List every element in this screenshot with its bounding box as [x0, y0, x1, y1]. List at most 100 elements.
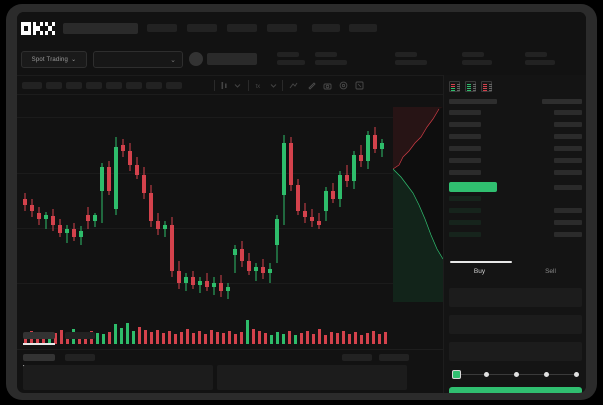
- candlestick: [345, 95, 349, 349]
- slider-stop-100[interactable]: [574, 372, 579, 377]
- stat-label-placeholder: [462, 52, 484, 57]
- orderbook-bids-icon[interactable]: [465, 81, 476, 92]
- timeframe-button-placeholder[interactable]: [146, 82, 162, 89]
- orderbook-amount-placeholder[interactable]: [554, 146, 582, 151]
- nav-item-placeholder[interactable]: [227, 24, 257, 32]
- pencil-icon[interactable]: [307, 81, 316, 90]
- volume-bar: [258, 331, 261, 344]
- candle-body: [366, 135, 370, 161]
- depth-chart[interactable]: [393, 107, 443, 302]
- orderbook-price-placeholder[interactable]: [449, 232, 481, 237]
- orderbook-asks-icon[interactable]: [481, 81, 492, 92]
- volume-bar: [120, 328, 123, 344]
- orderbook-amount-placeholder[interactable]: [554, 134, 582, 139]
- candle-body: [268, 269, 272, 273]
- chart-tab-placeholder[interactable]: [65, 332, 95, 339]
- orderbook-both-icon[interactable]: [449, 81, 460, 92]
- total-input[interactable]: [449, 342, 582, 361]
- candlestick: [86, 95, 90, 349]
- header-search-placeholder[interactable]: [63, 23, 138, 34]
- slider-stop-75[interactable]: [544, 372, 549, 377]
- timeframe-button-placeholder[interactable]: [66, 82, 82, 89]
- okx-logo[interactable]: [21, 22, 56, 35]
- timeframe-button-placeholder[interactable]: [126, 82, 142, 89]
- last-price-placeholder: [207, 53, 257, 65]
- candle-wick: [45, 212, 47, 229]
- orderbook-amount-placeholder[interactable]: [554, 220, 582, 225]
- nav-item-placeholder[interactable]: [187, 24, 217, 32]
- price-chart[interactable]: [17, 95, 398, 349]
- settings-icon[interactable]: [339, 81, 348, 90]
- depth-bids-area: [393, 169, 443, 302]
- chevron-down-icon[interactable]: [233, 81, 242, 90]
- timeframe-button-placeholder[interactable]: [22, 82, 42, 89]
- nav-item-placeholder[interactable]: [267, 24, 297, 32]
- orderbook-view-toggle: [449, 81, 492, 92]
- nav-item-placeholder[interactable]: [147, 24, 177, 32]
- camera-icon[interactable]: [323, 81, 332, 90]
- stat-value-placeholder: [462, 60, 492, 65]
- volume-bar: [360, 335, 363, 344]
- timeframe-button-placeholder[interactable]: [46, 82, 62, 89]
- orderbook-price-placeholder[interactable]: [449, 196, 481, 201]
- timeframe-button-placeholder[interactable]: [86, 82, 102, 89]
- chevron-down-icon[interactable]: [269, 81, 278, 90]
- orderbook-amount-placeholder[interactable]: [554, 170, 582, 175]
- orderbook-amount-placeholder[interactable]: [554, 208, 582, 213]
- orderbook-price-placeholder[interactable]: [449, 110, 481, 115]
- candlestick: [324, 95, 328, 349]
- candlestick: [254, 95, 258, 349]
- timeframe-button-placeholder[interactable]: [166, 82, 182, 89]
- volume-bar: [366, 333, 369, 344]
- amount-slider[interactable]: [452, 370, 580, 379]
- candlestick: [310, 95, 314, 349]
- candle-body: [65, 229, 69, 233]
- nav-item-placeholder[interactable]: [312, 24, 340, 32]
- volume-bar: [324, 335, 327, 344]
- chart-tab-active-placeholder[interactable]: [23, 332, 55, 339]
- timeframe-button-placeholder[interactable]: [106, 82, 122, 89]
- fullscreen-icon[interactable]: [355, 81, 364, 90]
- tab-buy[interactable]: Buy: [473, 268, 486, 275]
- nav-item-placeholder[interactable]: [349, 24, 377, 32]
- orderbook-amount-placeholder[interactable]: [554, 110, 582, 115]
- tab-sell[interactable]: Sell: [545, 268, 556, 275]
- orderbook-price-placeholder[interactable]: [449, 122, 481, 127]
- indicators-icon[interactable]: fx: [255, 81, 264, 90]
- orderbook-amount-placeholder[interactable]: [542, 99, 582, 104]
- product-switcher-button[interactable]: Spot Trading ⌄: [21, 51, 87, 68]
- price-input[interactable]: [449, 288, 582, 307]
- orderbook-price-placeholder[interactable]: [449, 220, 481, 225]
- orderbook-price-placeholder[interactable]: [449, 158, 481, 163]
- orderbook-price-placeholder[interactable]: [449, 134, 481, 139]
- orderbook-amount-placeholder[interactable]: [554, 232, 582, 237]
- candlestick-type-icon[interactable]: [220, 81, 229, 90]
- bottom-action-placeholder[interactable]: [342, 354, 372, 361]
- bottom-tab-placeholder[interactable]: [65, 354, 95, 361]
- bottom-action-placeholder[interactable]: [379, 354, 409, 361]
- slider-stop-50[interactable]: [514, 372, 519, 377]
- candlestick: [219, 95, 223, 349]
- orderbook-price-placeholder[interactable]: [449, 99, 497, 104]
- orderbook-amount-placeholder: [554, 184, 582, 190]
- pair-selector[interactable]: ⌄: [93, 51, 183, 68]
- volume-bar: [246, 320, 249, 344]
- candlestick: [93, 95, 97, 349]
- chevron-down-icon: ⌄: [71, 57, 77, 63]
- candle-body: [30, 205, 34, 211]
- orderbook-amount-placeholder[interactable]: [554, 158, 582, 163]
- candlestick: [184, 95, 188, 349]
- orderbook-amount-placeholder[interactable]: [554, 122, 582, 127]
- slider-stop-25[interactable]: [484, 372, 489, 377]
- candle-body: [23, 199, 27, 205]
- orderbook-price-placeholder[interactable]: [449, 146, 481, 151]
- bottom-tab-active-placeholder[interactable]: [23, 354, 55, 361]
- candlestick: [72, 95, 76, 349]
- amount-input[interactable]: [449, 315, 582, 334]
- buy-submit-button[interactable]: [449, 387, 582, 393]
- slider-handle[interactable]: [452, 370, 461, 379]
- orderbook-price-placeholder[interactable]: [449, 208, 481, 213]
- line-tool-icon[interactable]: [289, 81, 298, 90]
- okx-logo-glyph: [45, 22, 56, 35]
- orderbook-price-placeholder[interactable]: [449, 170, 481, 175]
